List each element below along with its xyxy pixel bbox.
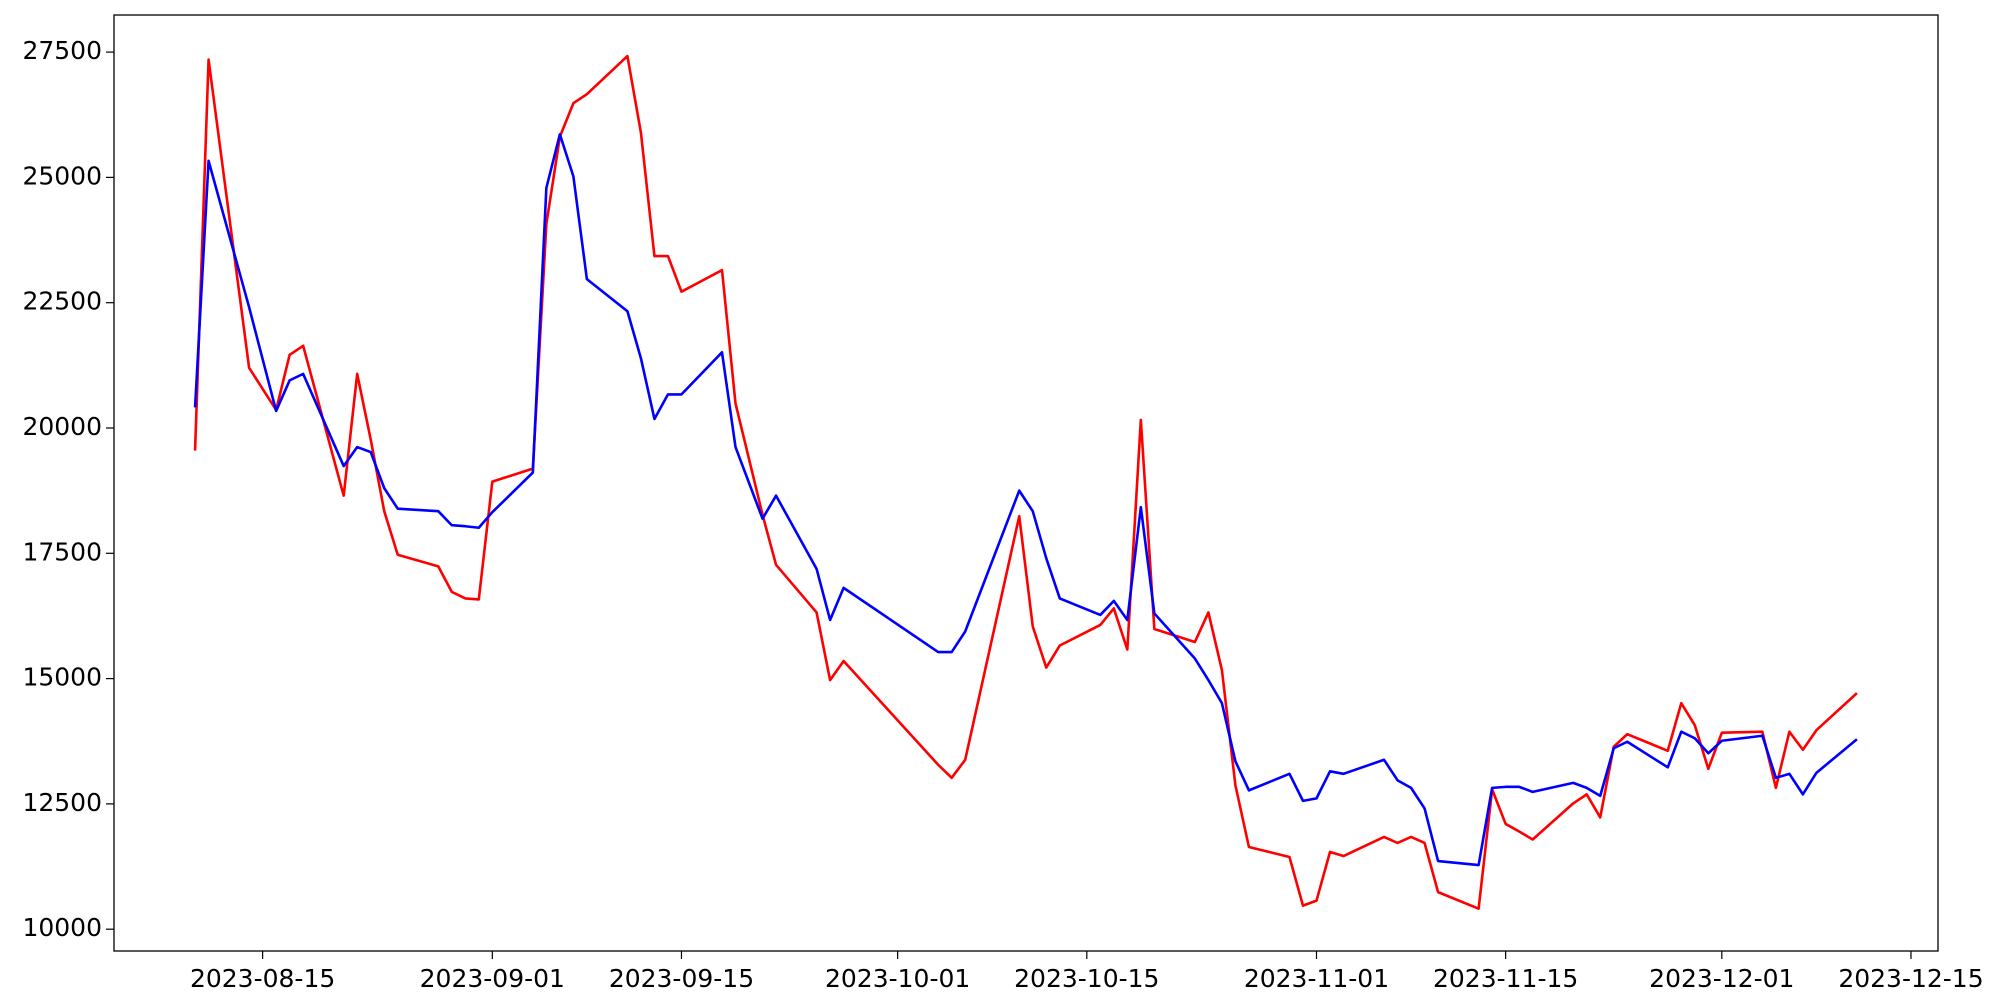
x-tick-label: 2023-08-15 [190, 964, 335, 993]
y-tick-label: 25000 [22, 161, 102, 190]
x-tick-label: 2023-09-15 [609, 964, 754, 993]
y-tick-label: 17500 [22, 537, 102, 566]
x-tick-label: 2023-12-01 [1649, 964, 1794, 993]
y-tick-label: 12500 [22, 788, 102, 817]
x-tick-label: 2023-10-01 [825, 964, 970, 993]
y-tick-label: 20000 [22, 412, 102, 441]
plot-frame [113, 14, 1939, 952]
x-tick-label: 2023-11-15 [1433, 964, 1578, 993]
y-tick-label: 27500 [22, 36, 102, 65]
series-line [193, 132, 1858, 867]
x-tick-label: 2023-11-01 [1244, 964, 1389, 993]
y-tick-label: 22500 [22, 287, 102, 316]
y-tick-label: 15000 [22, 663, 102, 692]
x-tick-label: 2023-10-15 [1014, 964, 1159, 993]
series-line [193, 54, 1858, 910]
x-tick-label: 2023-09-01 [420, 964, 565, 993]
x-tick-label: 2023-12-15 [1838, 964, 1983, 993]
y-tick-label: 10000 [22, 913, 102, 942]
